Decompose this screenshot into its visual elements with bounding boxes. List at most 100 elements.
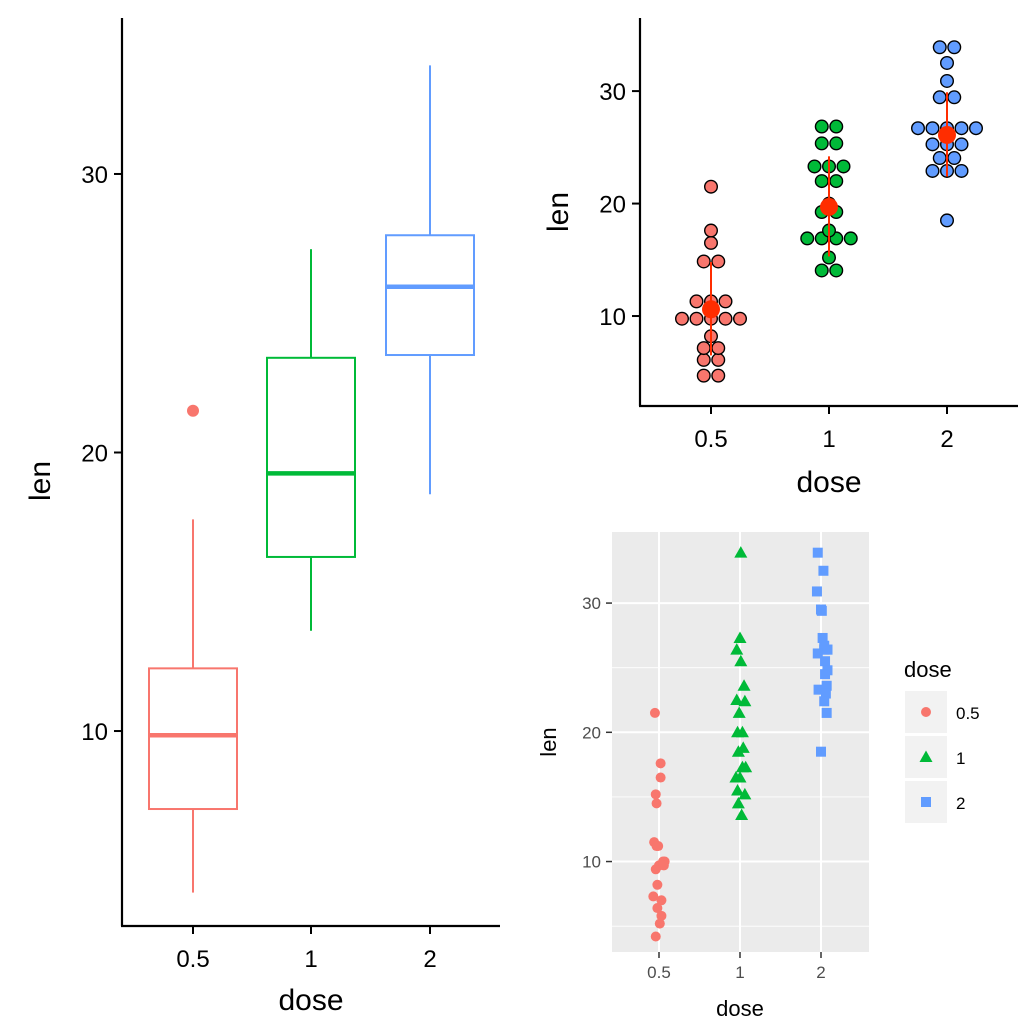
scatter-point-circle bbox=[654, 918, 665, 929]
legend-title: dose bbox=[904, 657, 952, 682]
scatter-point-circle bbox=[650, 864, 661, 875]
scatter-point-square bbox=[819, 644, 830, 655]
dot-point bbox=[940, 55, 955, 70]
scatter-point-square bbox=[819, 696, 830, 707]
dot-point bbox=[940, 213, 955, 228]
dot-point bbox=[696, 352, 711, 367]
box-group-0.5 bbox=[148, 404, 238, 893]
scatter-series-0.5 bbox=[648, 707, 670, 942]
boxplot-marks bbox=[148, 65, 475, 893]
scatter-point-square bbox=[817, 632, 828, 643]
dot-point bbox=[696, 254, 711, 269]
dot-point bbox=[947, 90, 962, 105]
scatter-point-triangle bbox=[732, 706, 746, 718]
boxplot-panel: 10 20 30 0.5 1 2 dose len bbox=[24, 18, 500, 1017]
dot-point bbox=[932, 40, 947, 55]
box-group-2 bbox=[385, 65, 475, 495]
scatter-point-square bbox=[921, 797, 931, 807]
scatter-point-circle bbox=[649, 707, 660, 718]
dot-point bbox=[814, 263, 829, 278]
dot-point bbox=[969, 121, 984, 136]
box-iqr-rect bbox=[148, 667, 238, 811]
dot-point bbox=[689, 311, 704, 326]
scatter-point-circle bbox=[651, 798, 662, 809]
dot-summary-1 bbox=[820, 156, 838, 257]
dot-point bbox=[925, 137, 940, 152]
legend-entry-1: 1 bbox=[905, 736, 965, 778]
dot-point bbox=[829, 263, 844, 278]
dot-point bbox=[843, 231, 858, 246]
scatter-point-triangle bbox=[739, 760, 753, 773]
dot-group-2 bbox=[911, 40, 984, 228]
scatter-point-circle bbox=[655, 758, 666, 769]
dot-point bbox=[814, 136, 829, 151]
boxplot-x-axis-title: dose bbox=[278, 984, 343, 1017]
dotplot-x-axis-title: dose bbox=[796, 466, 861, 499]
scatter-point-square bbox=[820, 688, 831, 699]
dot-point bbox=[940, 73, 955, 88]
scatter-panel: 10 20 30 0.5 1 2 dose len dose 0.5 1 2 bbox=[536, 532, 980, 1021]
dot-point bbox=[911, 121, 926, 136]
scatter-axes: 10 20 30 0.5 1 2 bbox=[582, 594, 826, 982]
scatter-point-square bbox=[812, 648, 823, 659]
dot-point bbox=[696, 341, 711, 356]
boxplot-y-tick-label: 20 bbox=[81, 441, 108, 468]
scatter-point-triangle bbox=[734, 546, 748, 558]
scatter-x-tick-label: 1 bbox=[735, 963, 744, 982]
scatter-point-square bbox=[812, 547, 823, 558]
dot-point bbox=[829, 119, 844, 134]
dotplot-axes: 10 20 30 0.5 1 2 bbox=[599, 79, 953, 453]
scatter-y-tick-label: 10 bbox=[582, 853, 601, 872]
scatter-point-square bbox=[811, 586, 822, 597]
scatter-point-triangle bbox=[731, 796, 745, 809]
box-group-1 bbox=[266, 249, 356, 631]
dotplot-y-tick-label: 30 bbox=[599, 79, 626, 106]
dotplot-y-tick-label: 10 bbox=[599, 304, 626, 331]
scatter-point-triangle bbox=[730, 693, 744, 705]
scatter-point-circle bbox=[656, 895, 667, 906]
dot-point bbox=[925, 163, 940, 178]
scatter-point-circle bbox=[655, 772, 666, 783]
boxplot-x-tick-label: 0.5 bbox=[176, 946, 209, 973]
scatter-point-triangle bbox=[731, 725, 745, 738]
dot-point bbox=[947, 40, 962, 55]
dot-point bbox=[733, 311, 748, 326]
scatter-point-square bbox=[821, 680, 832, 691]
dot-point bbox=[689, 294, 704, 309]
scatter-x-axis-title: dose bbox=[716, 996, 764, 1021]
scatter-point-circle bbox=[650, 931, 661, 942]
dotplot-x-tick-label: 1 bbox=[822, 426, 835, 453]
dotplot-x-tick-label: 2 bbox=[940, 426, 953, 453]
dot-point bbox=[954, 121, 969, 136]
scatter-point-triangle bbox=[731, 745, 745, 757]
dot-point bbox=[829, 136, 844, 151]
scatter-point-square bbox=[816, 605, 827, 616]
scatter-marks bbox=[648, 546, 833, 942]
boxplot-y-tick-label: 10 bbox=[81, 719, 108, 746]
dot-point bbox=[932, 90, 947, 105]
dot-point bbox=[947, 151, 962, 166]
dot-point bbox=[718, 294, 733, 309]
box-iqr-rect bbox=[385, 234, 475, 357]
dot-point bbox=[800, 231, 815, 246]
scatter-point-triangle bbox=[738, 694, 752, 707]
scatter-y-axis-title: len bbox=[536, 727, 561, 756]
scatter-point-circle bbox=[652, 879, 663, 890]
dot-point bbox=[829, 174, 844, 189]
dot-point bbox=[704, 179, 719, 194]
dot-point bbox=[814, 119, 829, 134]
dot-point bbox=[836, 159, 851, 174]
dot-point bbox=[675, 311, 690, 326]
legend-label: 2 bbox=[956, 794, 965, 813]
scatter-x-tick-label: 2 bbox=[816, 963, 825, 982]
dot-point bbox=[954, 163, 969, 178]
scatter-y-tick-label: 30 bbox=[582, 594, 601, 613]
scatter-point-triangle bbox=[919, 750, 933, 762]
boxplot-axes: 10 20 30 0.5 1 2 bbox=[81, 162, 436, 973]
scatter-point-circle bbox=[921, 707, 931, 717]
dot-summary-0.5 bbox=[702, 262, 720, 356]
dot-point bbox=[932, 151, 947, 166]
dotplot-panel: 10 20 30 0.5 1 2 dose len bbox=[542, 18, 1018, 499]
legend-label: 1 bbox=[956, 749, 965, 768]
